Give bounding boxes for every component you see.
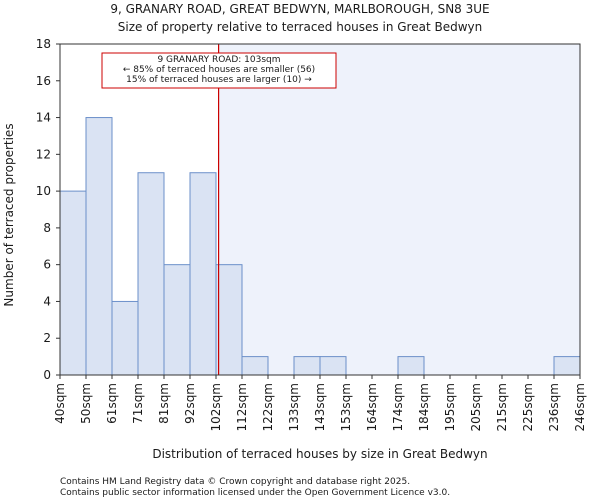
bar-112sqm: [241, 356, 269, 376]
x-tick-label: 102sqm: [209, 383, 223, 431]
bar-236sqm: [553, 356, 581, 376]
x-tick-label: 122sqm: [261, 383, 275, 431]
bar-71sqm: [137, 172, 165, 376]
annotation-line-3: 15% of terraced houses are larger (10) →: [126, 75, 312, 85]
bar-40sqm: [59, 190, 87, 376]
x-tick-label: 174sqm: [391, 383, 405, 431]
y-tick-label: 10: [36, 184, 51, 198]
bar-81sqm: [163, 264, 191, 376]
annotation-line-1: 9 GRANARY ROAD: 103sqm: [157, 55, 280, 65]
bar-133sqm: [293, 356, 321, 376]
bar-174sqm: [397, 356, 425, 376]
x-tick-label: 92sqm: [183, 383, 197, 424]
y-tick-label: 16: [36, 74, 51, 88]
x-tick-label: 215sqm: [495, 383, 509, 431]
bar-61sqm: [111, 300, 139, 376]
annotation-line-2: ← 85% of terraced houses are smaller (56…: [123, 65, 315, 75]
footer-line-1: Contains HM Land Registry data © Crown c…: [60, 477, 410, 487]
x-tick-label: 71sqm: [131, 383, 145, 424]
x-tick-label: 236sqm: [547, 383, 561, 431]
larger-region-highlight: [218, 44, 580, 375]
x-tick-label: 153sqm: [339, 383, 353, 431]
x-tick-label: 225sqm: [521, 383, 535, 431]
x-tick-label: 205sqm: [469, 383, 483, 431]
y-tick-label: 0: [43, 368, 51, 382]
x-tick-label: 143sqm: [313, 383, 327, 431]
x-axis-label: Distribution of terraced houses by size …: [152, 447, 487, 461]
y-tick-label: 14: [36, 111, 51, 125]
y-tick-label: 2: [43, 331, 51, 345]
bar-102sqm: [215, 264, 243, 376]
x-tick-label: 195sqm: [443, 383, 457, 431]
bar-50sqm: [85, 117, 113, 376]
bar-92sqm: [189, 172, 217, 376]
x-tick-label: 61sqm: [105, 383, 119, 424]
y-tick-label: 8: [43, 221, 51, 235]
x-tick-label: 184sqm: [417, 383, 431, 431]
y-tick-label: 6: [43, 258, 51, 272]
bar-143sqm: [319, 356, 347, 376]
y-tick-label: 12: [36, 147, 51, 161]
footer-line-2: Contains public sector information licen…: [60, 488, 450, 498]
y-axis-label: Number of terraced properties: [2, 123, 16, 306]
y-tick-label: 4: [43, 294, 51, 308]
annotation-box: [101, 52, 337, 89]
x-tick-label: 133sqm: [287, 383, 301, 431]
chart-subtitle: Size of property relative to terraced ho…: [118, 20, 482, 34]
x-tick-label: 246sqm: [573, 383, 587, 431]
x-tick-label: 40sqm: [53, 383, 67, 424]
x-tick-label: 112sqm: [235, 383, 249, 431]
x-tick-label: 164sqm: [365, 383, 379, 431]
y-tick-label: 18: [36, 37, 51, 51]
x-tick-label: 81sqm: [157, 383, 171, 424]
x-tick-label: 50sqm: [79, 383, 93, 424]
chart-title: 9, GRANARY ROAD, GREAT BEDWYN, MARLBOROU…: [110, 2, 489, 16]
